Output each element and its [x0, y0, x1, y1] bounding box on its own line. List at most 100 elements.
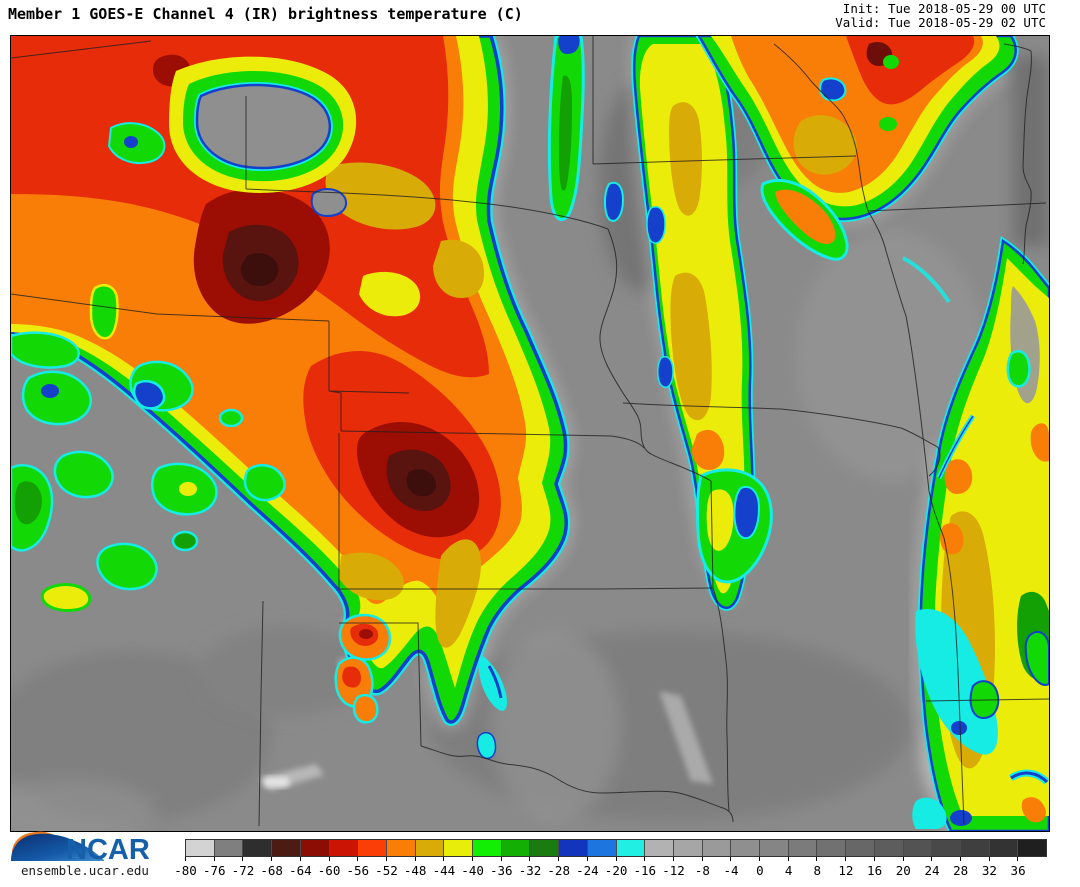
- ncar-logo-arc: [11, 831, 54, 859]
- colorbar-tick: [1017, 857, 1019, 861]
- colorbar-tick-label: 16: [867, 863, 883, 878]
- colorbar-tick-label: -68: [260, 863, 283, 878]
- colorbar-tick: [845, 857, 847, 861]
- storm-region-main: [11, 36, 571, 726]
- colorbar-cell: -4: [724, 840, 761, 878]
- colorbar-cell: 28: [953, 840, 990, 878]
- colorbar-tick: [759, 857, 761, 861]
- colorbar-tick-label: 0: [756, 863, 764, 878]
- colorbar-cell: 16: [867, 840, 904, 878]
- colorbar-tick-label: -8: [694, 863, 710, 878]
- colorbar-tick-label: -24: [576, 863, 599, 878]
- weather-map: [10, 35, 1050, 832]
- colorbar-cell: -48: [404, 840, 445, 878]
- colorbar-tick: [615, 857, 617, 861]
- colorbar-cell: -72: [232, 840, 273, 878]
- colorbar-tick: [213, 857, 215, 861]
- colorbar-cell: -60: [318, 840, 359, 878]
- colorbar-cell: -12: [662, 840, 703, 878]
- init-time: Init: Tue 2018-05-29 00 UTC: [842, 1, 1046, 16]
- storm-band-central: [631, 36, 773, 611]
- colorbar-cell: -32: [519, 840, 560, 878]
- ncar-logo: NCAR: [11, 831, 150, 863]
- colorbar-cell: 8: [814, 840, 847, 878]
- colorbar-cell: 4: [785, 840, 818, 878]
- storm-mass-topright: [695, 36, 1019, 261]
- colorbar-tick: [558, 857, 560, 861]
- colorbar-tick-label: -16: [633, 863, 657, 878]
- valid-time: Valid: Tue 2018-05-29 02 UTC: [835, 15, 1046, 30]
- colorbar-cell: 36: [1011, 840, 1047, 878]
- colorbar-tick: [701, 857, 703, 861]
- colorbar-tick-label: 12: [838, 863, 854, 878]
- colorbar-tick: [357, 857, 359, 861]
- colorbar-tick: [271, 857, 273, 861]
- colorbar-tick: [787, 857, 789, 861]
- colorbar-tick-label: -44: [432, 863, 456, 878]
- colorbar-tick-label: -48: [403, 863, 427, 878]
- colorbar-tick: [672, 857, 674, 861]
- ir-satellite-map: [11, 36, 1049, 831]
- colorbar-tick: [988, 857, 990, 861]
- colorbar-cell: 24: [924, 840, 961, 878]
- colorbar-tick-label: -64: [289, 863, 312, 878]
- site-url: ensemble.ucar.edu: [21, 863, 149, 878]
- colorbar-tick: [443, 857, 445, 861]
- colorbar-tick-label: -36: [489, 863, 513, 878]
- colorbar-cell: 12: [838, 840, 875, 878]
- colorbar-tick-label: -40: [461, 863, 484, 878]
- colorbar-tick-label: 28: [953, 863, 969, 878]
- colorbar-tick-label: -80: [174, 863, 197, 878]
- colorbar-tick-label: -76: [202, 863, 226, 878]
- colorbar-cell: -28: [547, 840, 588, 878]
- ncar-logo-swoosh: [11, 833, 104, 861]
- page-title: Member 1 GOES-E Channel 4 (IR) brightnes…: [8, 5, 523, 23]
- colorbar-tick-label: -32: [518, 863, 542, 878]
- colorbar-tick-label: -72: [231, 863, 255, 878]
- ncar-wordmark: NCAR: [66, 834, 150, 863]
- colorbar-tick-label: -20: [604, 863, 628, 878]
- colorbar-cell: -40: [461, 840, 502, 878]
- colorbar-tick-label: -60: [317, 863, 341, 878]
- colorbar-cell: 0: [756, 840, 789, 878]
- colorbar-tick-label: 4: [784, 863, 793, 878]
- colorbar-cell: -36: [490, 840, 531, 878]
- colorbar-tick-label: -4: [723, 863, 739, 878]
- storm-band-east: [902, 236, 1049, 831]
- colorbar-tick-label: -56: [346, 863, 370, 878]
- colorbar-tick: [959, 857, 961, 861]
- colorbar-cell: -64: [289, 840, 330, 878]
- storm-sliver-topcenter: [547, 36, 625, 222]
- colorbar-tick: [931, 857, 933, 861]
- state-borders: [11, 36, 1049, 827]
- colorbar-cell: -56: [346, 840, 387, 878]
- colorbar-tick: [299, 857, 301, 861]
- colorbar-cell: -80: [174, 840, 215, 878]
- colorbar-tick-label: -12: [662, 863, 685, 878]
- colorbar-tick: [472, 857, 474, 861]
- colorbar-tick-label: -52: [375, 863, 398, 878]
- colorbar-tick: [816, 857, 818, 861]
- colorbar-tick-label: 24: [924, 863, 940, 878]
- colorbar-tick: [500, 857, 502, 861]
- colorbar-tick: [185, 857, 186, 861]
- colorbar-cell: -52: [375, 840, 416, 878]
- colorbar-tick-label: 36: [1010, 863, 1026, 878]
- colorbar-tick-label: 20: [895, 863, 911, 878]
- colorbar-tick: [328, 857, 330, 861]
- colorbar-tick: [414, 857, 416, 861]
- colorbar-scale: -80 -76 -72 -68 -64 -60 -56 -52 -48 -44 -40 -36 -32-…: [174, 839, 1047, 878]
- colorbar: -80 -76 -72 -68 -64 -60 -56 -52 -48 -44 -40 -36 -32-…: [174, 839, 1047, 879]
- colorbar-cell: -76: [203, 840, 244, 878]
- colorbar-cell: 32: [982, 840, 1019, 878]
- colorbar-tick: [529, 857, 531, 861]
- colorbar-cell: -16: [634, 840, 674, 878]
- colorbar-cell: -68: [260, 840, 301, 878]
- storm-cells-south: [334, 613, 507, 760]
- colorbar-cell: -20: [605, 840, 646, 878]
- colorbar-tick: [902, 857, 904, 861]
- colorbar-tick: [644, 857, 646, 861]
- colorbar-tick: [586, 857, 588, 861]
- colorbar-tick: [873, 857, 875, 861]
